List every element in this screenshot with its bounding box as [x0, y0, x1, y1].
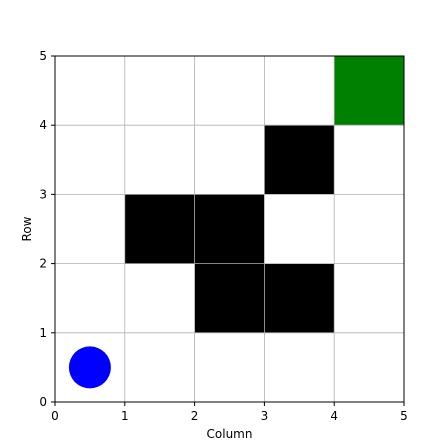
x-tick-label: 3: [261, 409, 269, 423]
agent-marker: [68, 346, 111, 389]
obstacle-cell: [194, 263, 265, 333]
x-tick-label: 1: [121, 409, 129, 423]
obstacle-cell: [194, 194, 265, 264]
grid-lines: [55, 56, 404, 402]
x-axis-label: Column: [207, 427, 253, 441]
obstacle-cell: [264, 125, 335, 195]
y-tick-label: 4: [39, 118, 47, 132]
goal-cell: [334, 56, 404, 126]
grid-cells: [124, 56, 404, 333]
y-tick-label: 5: [39, 49, 47, 63]
board-frame: [54, 55, 405, 403]
x-axis-ticks: 0 1 2 3 4 5: [51, 402, 408, 423]
x-tick-label: 5: [400, 409, 408, 423]
y-axis-ticks: 0 1 2 3 4 5: [39, 49, 55, 409]
y-tick-label: 0: [39, 395, 47, 409]
x-tick-label: 0: [51, 409, 59, 423]
y-tick-label: 3: [39, 187, 47, 201]
y-axis-label: Row: [20, 216, 34, 241]
obstacle-cell: [124, 194, 195, 264]
obstacle-cell: [264, 263, 335, 333]
y-tick-label: 2: [39, 257, 47, 271]
y-tick-label: 1: [39, 326, 47, 340]
x-tick-label: 4: [330, 409, 338, 423]
x-tick-label: 2: [191, 409, 199, 423]
